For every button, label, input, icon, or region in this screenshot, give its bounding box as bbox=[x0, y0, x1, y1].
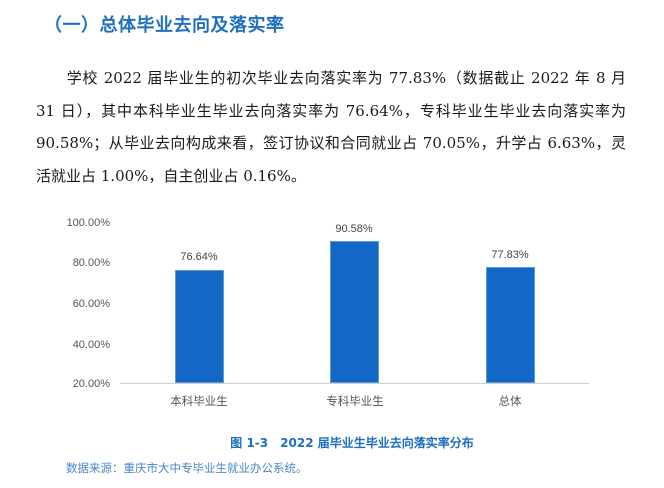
y-tick-40: 40.00% bbox=[72, 339, 110, 351]
bar-value-overall: 77.83% bbox=[491, 249, 529, 261]
category-vocational: 专科毕业生 bbox=[326, 394, 384, 408]
figure-caption: 图 1-3 2022 届毕业生毕业去向落实率分布 bbox=[230, 436, 474, 450]
bar-undergraduate bbox=[175, 270, 224, 383]
y-tick-100: 100.00% bbox=[66, 217, 110, 229]
bar-overall bbox=[486, 267, 535, 383]
y-tick-20: 20.00% bbox=[72, 378, 110, 390]
bar-vocational bbox=[330, 241, 379, 383]
y-tick-80: 80.00% bbox=[72, 257, 110, 269]
summary-text: 学校 2022 届毕业生的初次毕业去向落实率为 77.83%（数据截止 2022… bbox=[36, 69, 626, 185]
summary-paragraph: 学校 2022 届毕业生的初次毕业去向落实率为 77.83%（数据截止 2022… bbox=[36, 62, 626, 192]
category-overall: 总体 bbox=[498, 394, 522, 408]
category-undergraduate: 本科毕业生 bbox=[170, 394, 228, 408]
bar-chart: 100.00% 80.00% 60.00% 40.00% 20.00% 76.6… bbox=[0, 205, 664, 415]
data-source-note: 数据来源：重庆市大中专毕业生就业办公系统。 bbox=[66, 461, 308, 475]
bar-value-vocational: 90.58% bbox=[335, 223, 373, 235]
x-axis-line bbox=[120, 383, 589, 384]
y-tick-60: 60.00% bbox=[72, 298, 110, 310]
bar-value-undergraduate: 76.64% bbox=[180, 251, 218, 263]
section-title: （一）总体毕业去向及落实率 bbox=[44, 15, 285, 36]
